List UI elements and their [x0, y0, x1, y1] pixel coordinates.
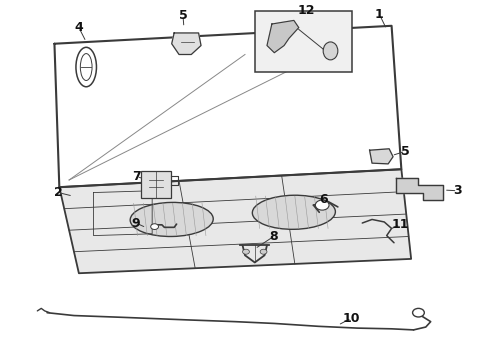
Polygon shape	[172, 33, 201, 54]
Ellipse shape	[130, 202, 213, 237]
Text: 4: 4	[74, 21, 83, 34]
Text: 6: 6	[319, 193, 327, 206]
Circle shape	[316, 200, 329, 210]
Text: 9: 9	[132, 216, 140, 230]
Circle shape	[243, 249, 249, 254]
Polygon shape	[396, 178, 443, 200]
Text: 5: 5	[401, 145, 410, 158]
Ellipse shape	[76, 47, 97, 87]
Circle shape	[151, 224, 159, 229]
Text: 3: 3	[453, 184, 462, 197]
Ellipse shape	[323, 42, 338, 60]
Text: 7: 7	[132, 170, 141, 183]
Text: 2: 2	[54, 186, 63, 199]
Text: 11: 11	[392, 218, 409, 231]
Polygon shape	[54, 26, 401, 187]
Circle shape	[260, 249, 267, 254]
Polygon shape	[369, 149, 393, 164]
Text: 12: 12	[297, 4, 315, 17]
Polygon shape	[59, 169, 411, 273]
Text: 8: 8	[269, 230, 278, 243]
Circle shape	[413, 309, 424, 317]
Polygon shape	[267, 21, 299, 53]
Bar	[255, 12, 352, 72]
Bar	[142, 171, 171, 198]
Text: 10: 10	[343, 311, 360, 325]
Text: 5: 5	[178, 9, 187, 22]
Ellipse shape	[252, 195, 335, 229]
Text: 1: 1	[375, 8, 384, 21]
